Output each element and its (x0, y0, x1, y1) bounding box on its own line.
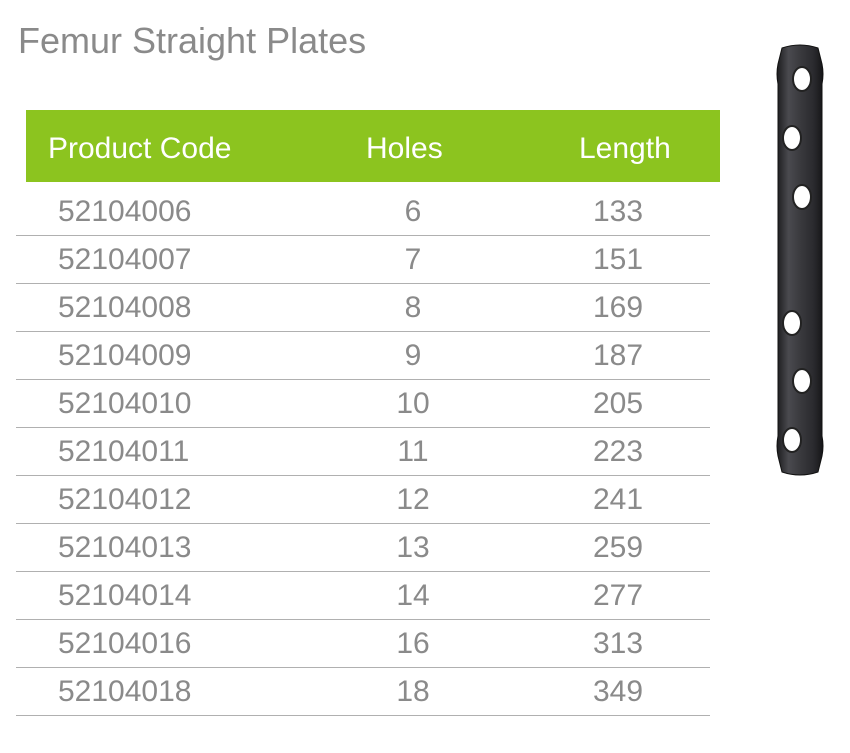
product-code-cell: 52104016 (58, 627, 192, 660)
header-length: Length (579, 132, 671, 165)
holes-cell: 13 (396, 531, 430, 564)
header-holes: Holes (366, 132, 443, 165)
table-row: 52104018 18 349 (16, 668, 710, 716)
holes-cell: 9 (404, 339, 422, 372)
holes-cell: 8 (404, 291, 422, 324)
table-row: 52104014 14 277 (16, 572, 710, 620)
plate-hole (782, 125, 802, 151)
table-row: 52104013 13 259 (16, 524, 710, 572)
length-cell: 187 (592, 339, 644, 372)
product-code-cell: 52104012 (58, 483, 192, 516)
plate-body (776, 44, 824, 476)
holes-cell: 6 (404, 195, 422, 228)
length-cell: 277 (592, 579, 644, 612)
product-code-cell: 52104009 (58, 339, 192, 372)
table-row: 52104007 7 151 (16, 236, 710, 284)
holes-cell: 16 (396, 627, 430, 660)
holes-cell: 7 (404, 243, 422, 276)
length-cell: 313 (592, 627, 644, 660)
product-code-cell: 52104007 (58, 243, 192, 276)
product-code-cell: 52104008 (58, 291, 192, 324)
table-row: 52104011 11 223 (16, 428, 710, 476)
length-cell: 241 (592, 483, 644, 516)
product-code-cell: 52104011 (58, 435, 190, 468)
product-code-cell: 52104006 (58, 195, 192, 228)
table-row: 52104016 16 313 (16, 620, 710, 668)
holes-cell: 11 (397, 435, 429, 468)
femur-straight-plate-image (776, 44, 824, 476)
product-code-cell: 52104013 (58, 531, 192, 564)
length-cell: 133 (592, 195, 644, 228)
holes-cell: 12 (396, 483, 430, 516)
holes-cell: 14 (396, 579, 430, 612)
product-code-cell: 52104010 (58, 387, 192, 420)
table-row: 52104009 9 187 (16, 332, 710, 380)
length-cell: 205 (592, 387, 644, 420)
product-code-cell: 52104018 (58, 675, 192, 708)
page-title: Femur Straight Plates (18, 20, 367, 61)
plate-hole (792, 184, 812, 210)
length-cell: 169 (592, 291, 644, 324)
table-row: 52104008 8 169 (16, 284, 710, 332)
plate-hole (782, 427, 802, 453)
holes-cell: 18 (396, 675, 430, 708)
product-code-cell: 52104014 (58, 579, 192, 612)
table-row: 52104010 10 205 (16, 380, 710, 428)
header-product-code: Product Code (48, 132, 232, 165)
plate-hole (792, 66, 812, 92)
length-cell: 223 (592, 435, 644, 468)
table-body: 52104006 6 133 52104007 7 151 52104008 8… (16, 188, 710, 716)
length-cell: 349 (592, 675, 644, 708)
plate-hole (792, 368, 812, 394)
length-cell: 259 (592, 531, 644, 564)
plate-hole (782, 310, 802, 336)
table-row: 52104012 12 241 (16, 476, 710, 524)
table-row: 52104006 6 133 (16, 188, 710, 236)
table-header: Product Code Holes Length (26, 110, 720, 182)
length-cell: 151 (592, 243, 644, 276)
holes-cell: 10 (396, 387, 430, 420)
